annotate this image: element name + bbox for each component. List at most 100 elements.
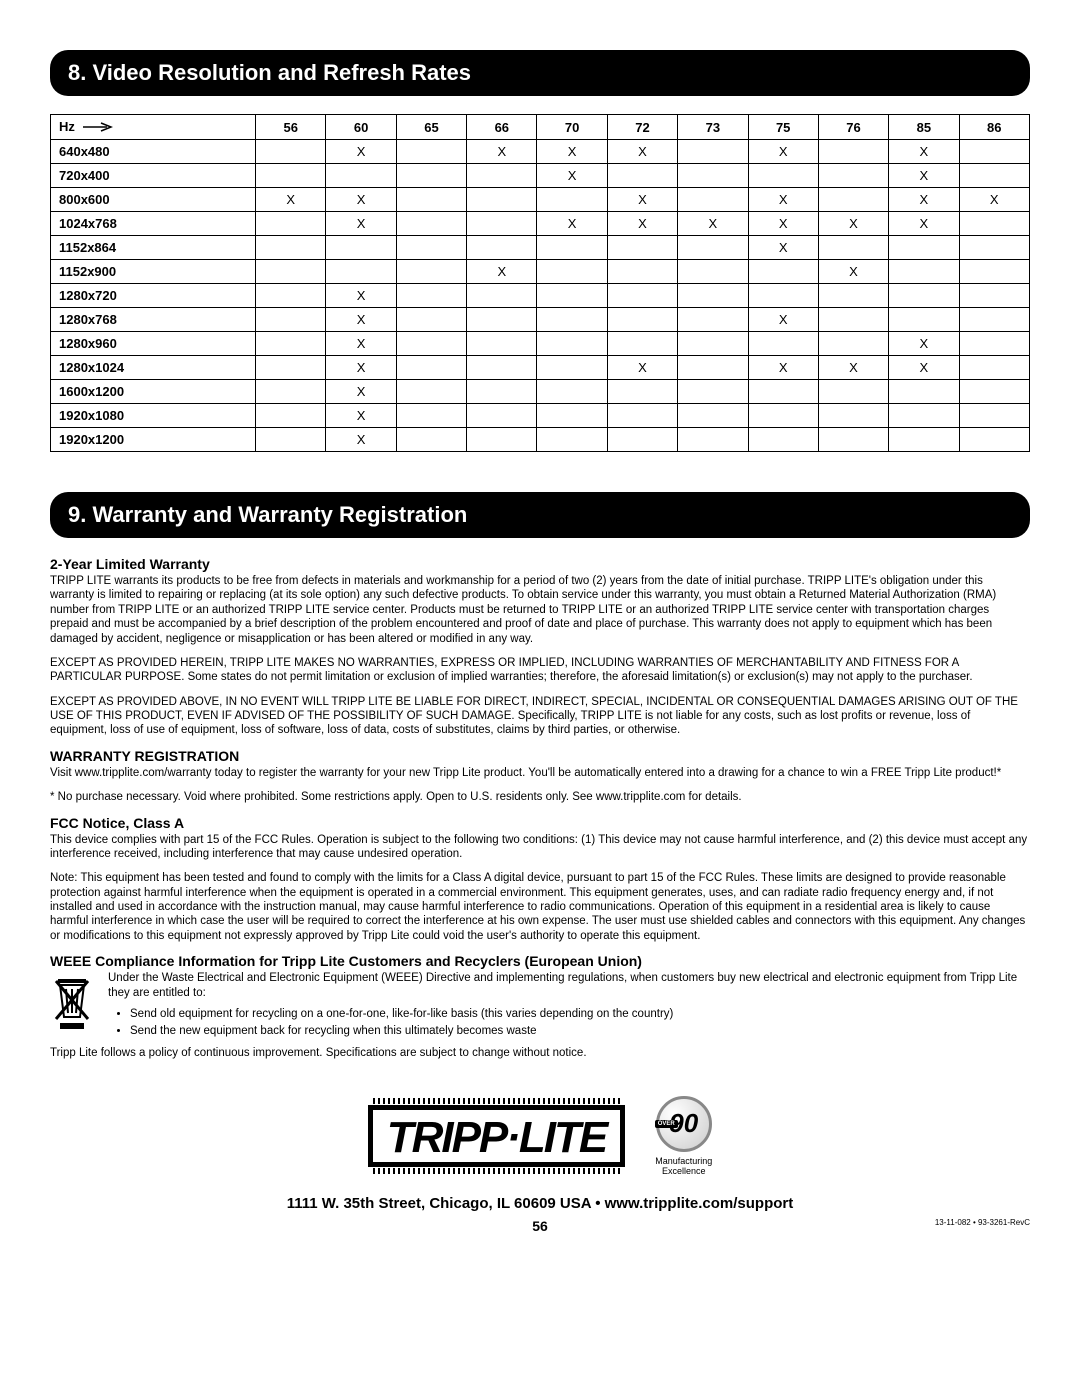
hz-label: Hz bbox=[59, 119, 75, 134]
resolution-label: 1920x1080 bbox=[51, 404, 256, 428]
col-header: 56 bbox=[256, 115, 326, 140]
support-cell bbox=[748, 332, 818, 356]
improvement-note: Tripp Lite follows a policy of continuou… bbox=[50, 1046, 1030, 1060]
support-cell bbox=[889, 404, 959, 428]
support-cell bbox=[607, 236, 677, 260]
table-row: 1024x768XXXXXXX bbox=[51, 212, 1030, 236]
support-cell bbox=[607, 404, 677, 428]
support-cell bbox=[396, 260, 466, 284]
table-row: 1600x1200X bbox=[51, 380, 1030, 404]
support-cell: X bbox=[607, 188, 677, 212]
support-cell bbox=[256, 140, 326, 164]
support-cell bbox=[607, 428, 677, 452]
resolution-label: 720x400 bbox=[51, 164, 256, 188]
support-cell: X bbox=[889, 188, 959, 212]
support-cell bbox=[467, 356, 537, 380]
support-cell bbox=[818, 188, 888, 212]
support-cell: X bbox=[889, 164, 959, 188]
support-cell bbox=[889, 380, 959, 404]
support-cell bbox=[256, 332, 326, 356]
support-cell bbox=[326, 260, 396, 284]
support-cell bbox=[256, 308, 326, 332]
support-cell: X bbox=[326, 188, 396, 212]
support-cell: X bbox=[748, 140, 818, 164]
support-cell bbox=[678, 260, 748, 284]
support-cell: X bbox=[326, 308, 396, 332]
support-cell bbox=[467, 308, 537, 332]
support-cell bbox=[607, 308, 677, 332]
support-cell: X bbox=[889, 212, 959, 236]
support-cell bbox=[537, 380, 607, 404]
support-cell bbox=[818, 428, 888, 452]
support-cell bbox=[256, 284, 326, 308]
table-row: 1280x720X bbox=[51, 284, 1030, 308]
support-cell: X bbox=[748, 236, 818, 260]
support-cell bbox=[889, 308, 959, 332]
support-cell bbox=[959, 428, 1029, 452]
support-cell: X bbox=[818, 260, 888, 284]
support-cell bbox=[326, 236, 396, 260]
col-header: 72 bbox=[607, 115, 677, 140]
support-cell bbox=[607, 284, 677, 308]
col-header: 86 bbox=[959, 115, 1029, 140]
table-row: 720x400XX bbox=[51, 164, 1030, 188]
support-cell bbox=[607, 380, 677, 404]
support-cell: X bbox=[818, 212, 888, 236]
support-cell bbox=[537, 428, 607, 452]
support-cell bbox=[396, 380, 466, 404]
support-cell: X bbox=[326, 428, 396, 452]
support-cell bbox=[396, 404, 466, 428]
col-header: 73 bbox=[678, 115, 748, 140]
support-cell bbox=[678, 380, 748, 404]
page-number: 56 bbox=[532, 1218, 548, 1234]
support-cell bbox=[818, 236, 888, 260]
support-cell: X bbox=[607, 140, 677, 164]
support-cell bbox=[256, 260, 326, 284]
support-cell: X bbox=[959, 188, 1029, 212]
support-cell: X bbox=[889, 356, 959, 380]
support-cell bbox=[678, 428, 748, 452]
support-cell bbox=[678, 188, 748, 212]
support-cell: X bbox=[326, 332, 396, 356]
support-cell bbox=[396, 164, 466, 188]
resolution-label: 1280x768 bbox=[51, 308, 256, 332]
support-cell bbox=[467, 404, 537, 428]
support-cell bbox=[537, 332, 607, 356]
badge-sub-2: Excellence bbox=[655, 1166, 712, 1176]
support-cell bbox=[537, 308, 607, 332]
table-row: 1280x960XX bbox=[51, 332, 1030, 356]
support-cell bbox=[396, 356, 466, 380]
support-cell bbox=[959, 308, 1029, 332]
support-cell: X bbox=[467, 260, 537, 284]
support-cell bbox=[678, 236, 748, 260]
support-cell bbox=[959, 332, 1029, 356]
support-cell bbox=[467, 428, 537, 452]
support-cell bbox=[959, 380, 1029, 404]
support-cell bbox=[678, 332, 748, 356]
support-cell: X bbox=[748, 356, 818, 380]
support-cell bbox=[748, 260, 818, 284]
support-cell bbox=[396, 140, 466, 164]
support-cell: X bbox=[889, 332, 959, 356]
badge-sub-1: Manufacturing bbox=[655, 1156, 712, 1166]
resolution-table: Hz 5660656670727375768586 640x480XXXXXX7… bbox=[50, 114, 1030, 452]
warranty-para-1: TRIPP LITE warrants its products to be f… bbox=[50, 574, 1030, 646]
arrow-right-icon bbox=[83, 120, 113, 135]
support-cell: X bbox=[748, 308, 818, 332]
table-row: 800x600XXXXXX bbox=[51, 188, 1030, 212]
fcc-para-1: This device complies with part 15 of the… bbox=[50, 833, 1030, 862]
table-header-row: Hz 5660656670727375768586 bbox=[51, 115, 1030, 140]
resolution-label: 1280x1024 bbox=[51, 356, 256, 380]
support-cell bbox=[959, 284, 1029, 308]
col-header: 75 bbox=[748, 115, 818, 140]
resolution-label: 1920x1200 bbox=[51, 428, 256, 452]
support-cell: X bbox=[748, 212, 818, 236]
support-cell bbox=[256, 356, 326, 380]
support-cell bbox=[678, 404, 748, 428]
support-cell bbox=[256, 380, 326, 404]
support-cell bbox=[748, 284, 818, 308]
col-header: 60 bbox=[326, 115, 396, 140]
support-cell bbox=[818, 404, 888, 428]
support-cell bbox=[959, 404, 1029, 428]
support-cell bbox=[467, 212, 537, 236]
